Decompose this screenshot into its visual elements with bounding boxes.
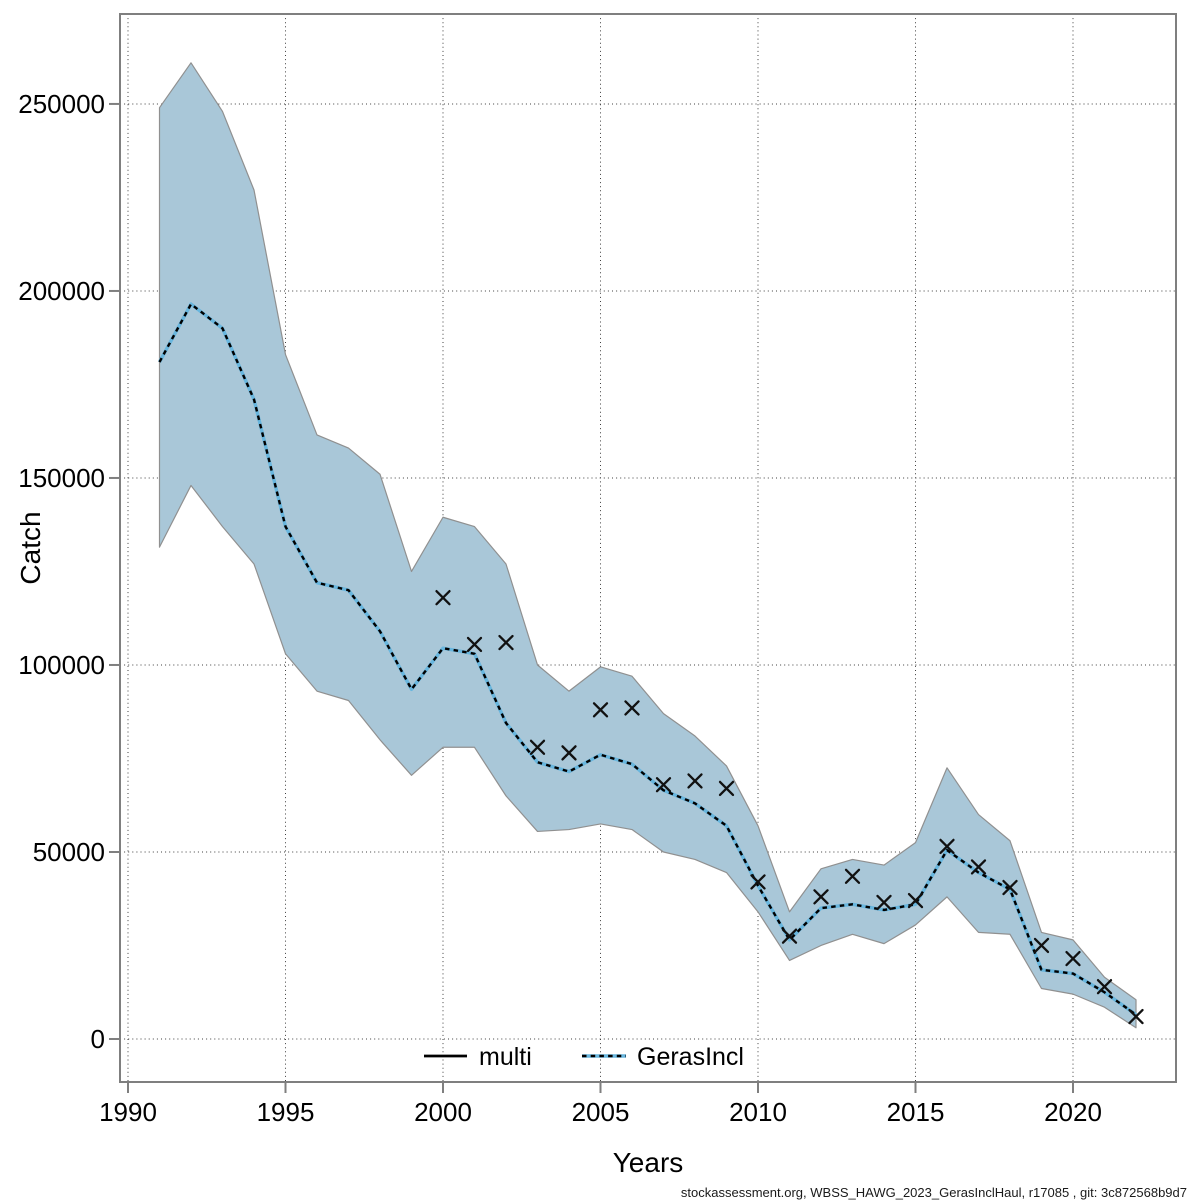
x-marker <box>1128 1008 1144 1025</box>
x-marker <box>750 874 766 890</box>
x-marker <box>813 889 829 905</box>
axis-layer: 1990 1995 2000 2005 2010 2015 2020 0 50000 100000… <box>18 13 1177 1127</box>
x-axis-tick-label: 2020 <box>1044 1097 1102 1127</box>
x-axis-tick-label: 2005 <box>572 1097 630 1127</box>
y-axis-tick-label: 250000 <box>18 89 105 119</box>
x-marker <box>529 739 546 755</box>
footer-caption: stockassessment.org, WBSS_HAWG_2023_Gera… <box>681 1185 1187 1200</box>
x-axis-tick-label: 2010 <box>729 1097 787 1127</box>
y-axis-tick-label: 150000 <box>18 463 105 493</box>
x-marker <box>1002 879 1018 896</box>
legend-label-multi: multi <box>479 1043 532 1071</box>
x-marker <box>498 634 514 651</box>
y-axis-tick-label: 0 <box>91 1024 105 1054</box>
x-marker <box>655 777 672 793</box>
x-marker <box>844 868 861 884</box>
y-axis-title: Catch <box>15 511 46 584</box>
x-axis-tick-label: 1990 <box>99 1097 157 1127</box>
x-marker <box>687 773 703 789</box>
x-axis-title: Years <box>613 1147 684 1178</box>
x-axis-tick-label: 1995 <box>257 1097 315 1127</box>
x-marker <box>561 745 577 761</box>
x-marker <box>1033 937 1050 954</box>
x-marker <box>876 894 892 911</box>
y-axis-tick-label: 200000 <box>18 276 105 306</box>
gerasincl-line <box>158 302 1137 1016</box>
x-marker <box>1065 950 1081 967</box>
x-axis-tick-label: 2000 <box>414 1097 472 1127</box>
x-marker <box>970 859 987 875</box>
x-marker <box>781 928 798 944</box>
x-axis-tick-label: 2015 <box>887 1097 945 1127</box>
x-marker <box>1096 978 1113 995</box>
x-marker <box>466 636 483 653</box>
x-marker <box>592 702 609 718</box>
x-marker <box>435 590 451 606</box>
x-marker <box>718 780 735 797</box>
x-marker <box>624 700 640 716</box>
y-axis-tick-label: 50000 <box>33 837 105 867</box>
x-marker <box>939 838 955 855</box>
series-layer <box>158 302 1144 1025</box>
x-marker <box>907 892 924 909</box>
confidence-band-layer <box>158 62 1137 1029</box>
confidence-band <box>158 62 1137 1029</box>
y-axis-tick-label: 100000 <box>18 650 105 680</box>
legend-label-gerasincl: GerasIncl <box>637 1043 744 1071</box>
legend: multi GerasIncl <box>424 1043 744 1071</box>
plot-frame <box>119 13 1177 1083</box>
